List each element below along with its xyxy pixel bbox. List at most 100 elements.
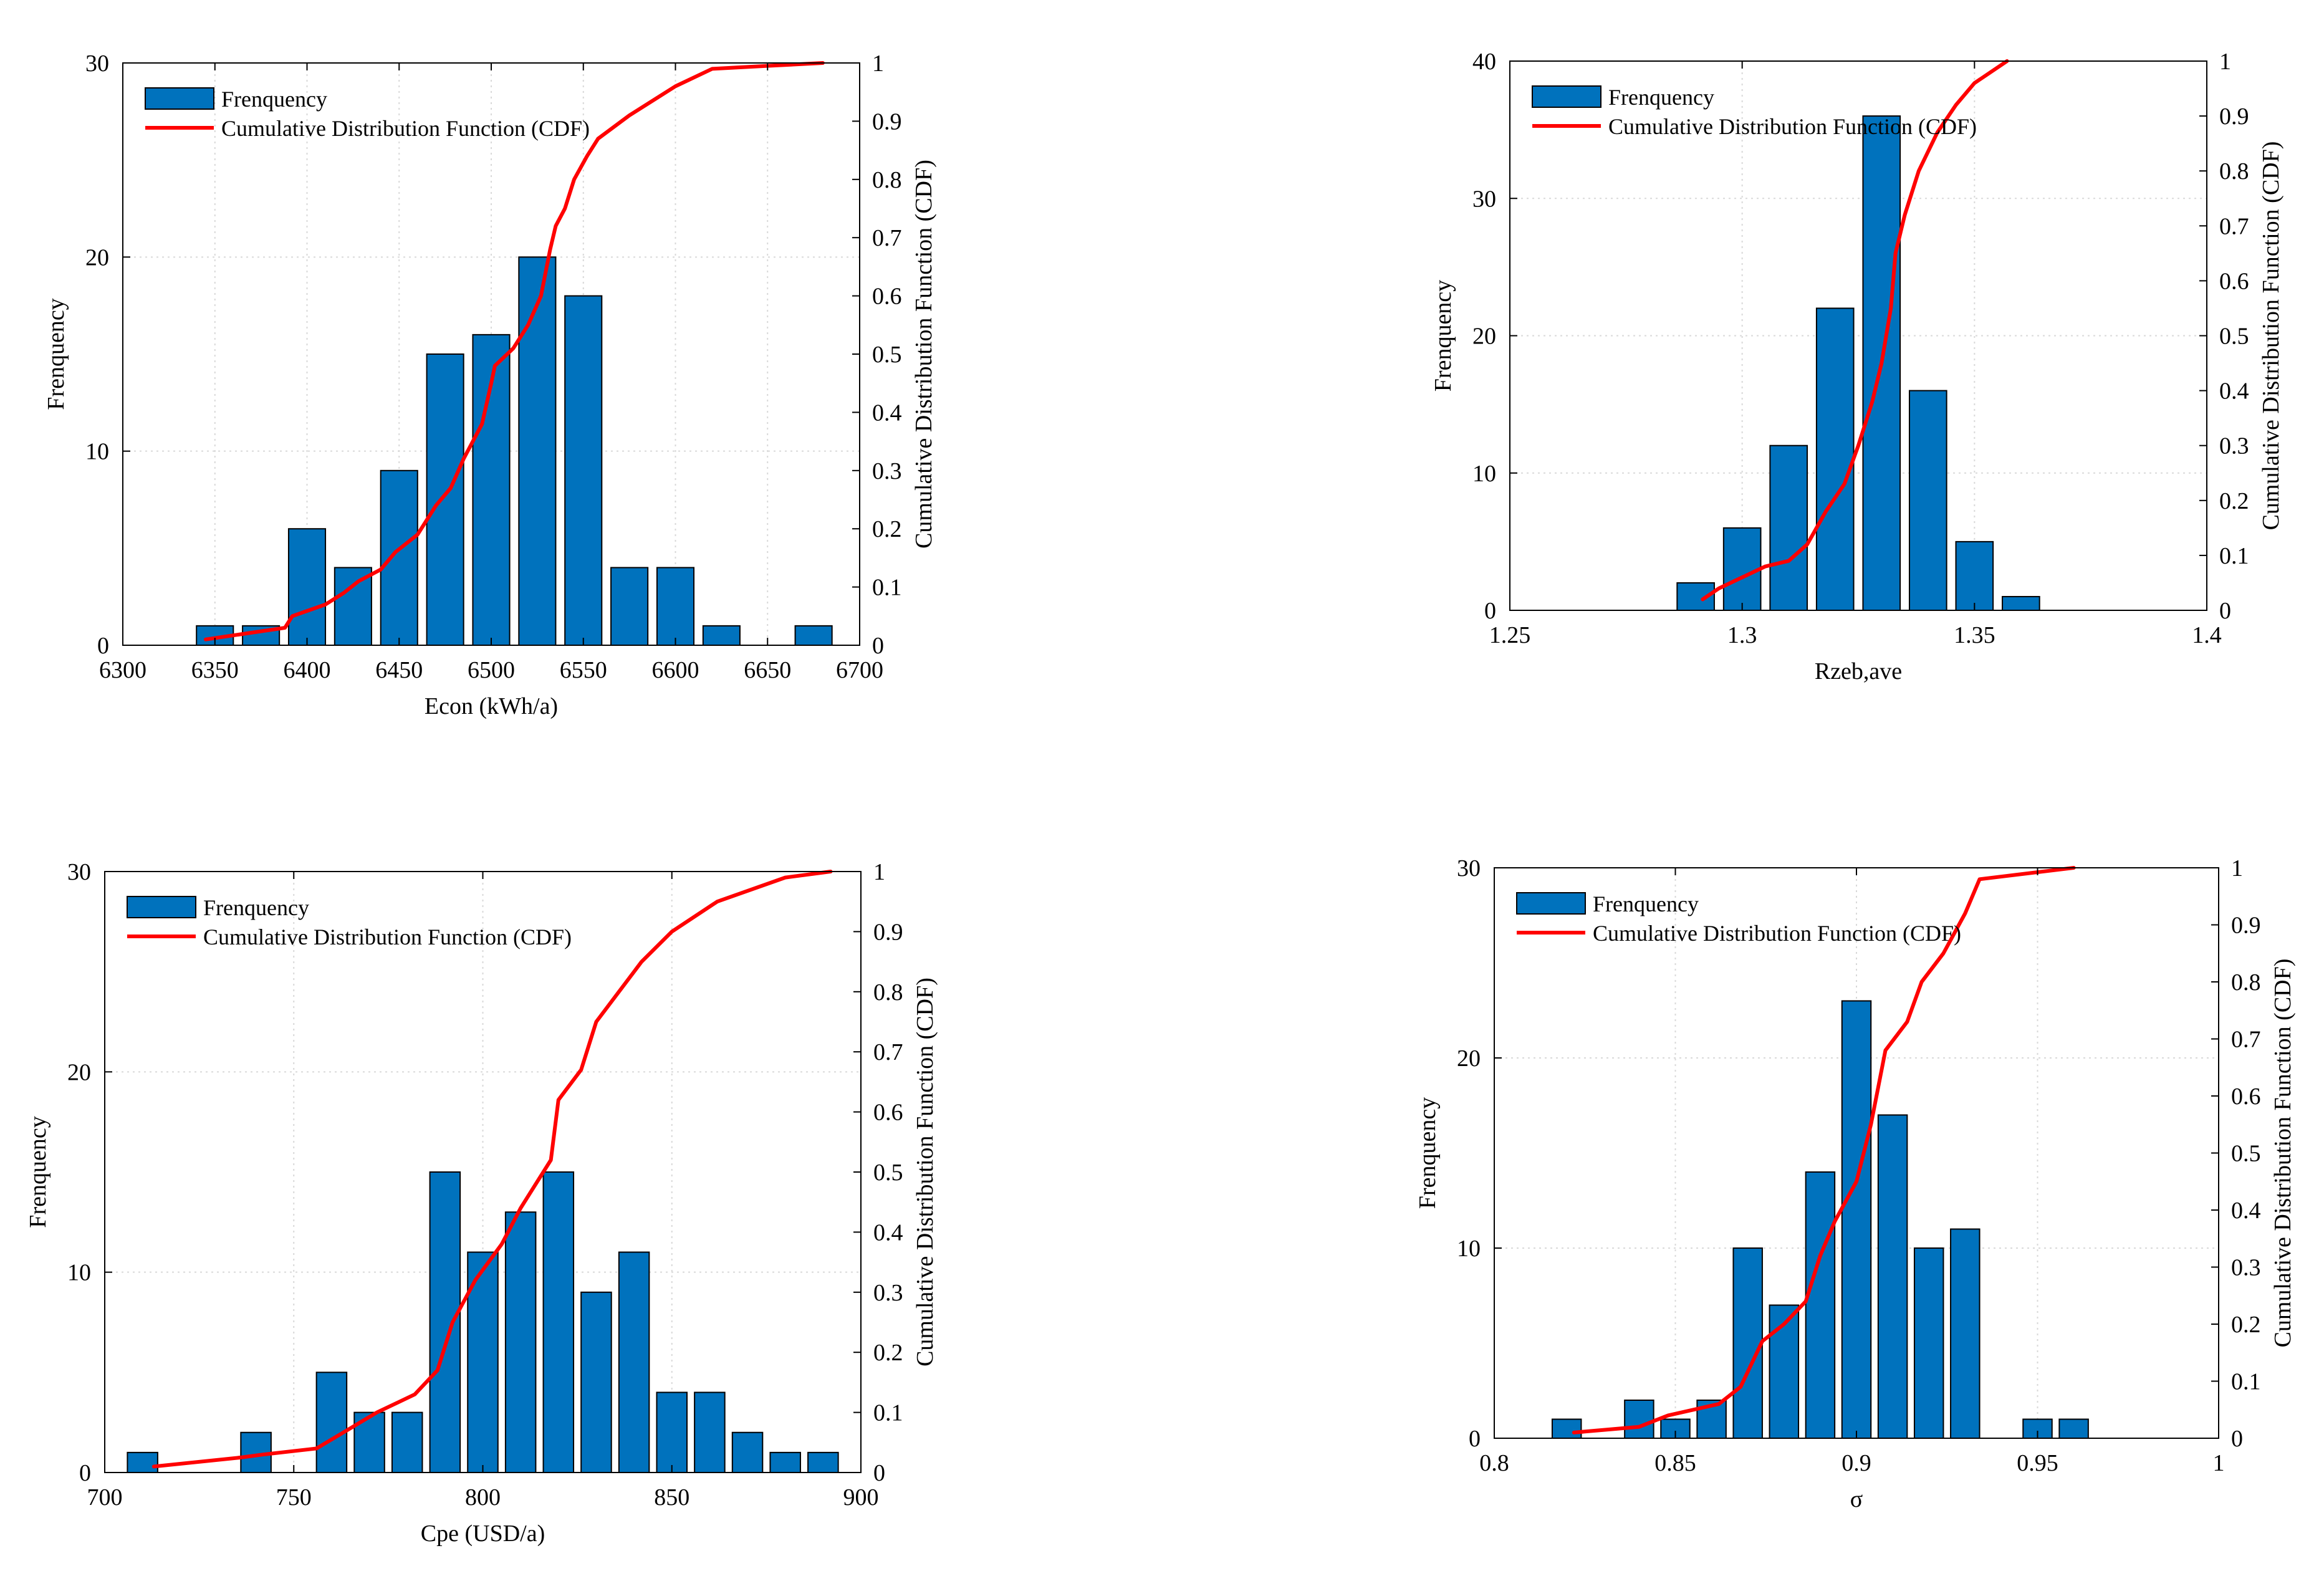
- legend-line-label: Cumulative Distribution Function (CDF): [203, 925, 572, 949]
- histogram-bar: [794, 625, 833, 646]
- y2-tick-label: 0.2: [872, 516, 902, 542]
- histogram-bar: [618, 1251, 650, 1473]
- y2-tick-label: 0.1: [873, 1400, 903, 1426]
- y-tick-label: 0: [97, 633, 109, 659]
- grid: [1510, 61, 2207, 610]
- y2-tick-label: 0.2: [873, 1340, 903, 1366]
- histogram-bar: [504, 1211, 537, 1474]
- chart-panel-3: 700 750 800 850 900010203000.10.20.30.40.50.…: [25, 859, 938, 1547]
- histogram-bar: [2058, 1418, 2089, 1439]
- legend-bar-label: Frenquency: [1593, 891, 1699, 916]
- histogram-bar: [542, 1171, 575, 1473]
- x-tick-label: 0.85: [1654, 1450, 1696, 1476]
- x-axis-label: Econ (kWh/a): [425, 693, 558, 719]
- y2-tick-label: 1: [872, 50, 884, 77]
- histogram-bar: [1913, 1247, 1944, 1439]
- histogram-bar: [1815, 307, 1855, 611]
- legend-bar-label: Frenquency: [203, 895, 309, 920]
- histogram-bars: [196, 256, 833, 646]
- x-tick-label: 0.95: [2017, 1450, 2058, 1476]
- x-tick-label: 750: [276, 1484, 312, 1511]
- legend: Frenquency Cumulative Distribution Functi…: [1516, 891, 1961, 946]
- y2-tick-label: 0: [2219, 598, 2231, 624]
- y-tick-label: 10: [1472, 461, 1496, 487]
- y2-axis-label: Cumulative Distribution Function (CDF): [912, 978, 938, 1367]
- x-tick-label: 800: [465, 1484, 501, 1511]
- y2-tick-label: 0.5: [872, 342, 902, 368]
- chart-panel-2: 1.25 1.3 1.35 1.401020304000.10.20.30.40.50…: [1430, 49, 2284, 685]
- histogram-bar: [315, 1372, 348, 1473]
- y2-tick-label: 0.3: [2231, 1255, 2261, 1281]
- y2-tick-label: 0: [872, 633, 884, 659]
- histogram-bar: [1841, 1000, 1872, 1439]
- x-tick-label: 1.35: [1954, 622, 1995, 648]
- histogram-bar: [807, 1451, 839, 1474]
- histogram-bar: [1877, 1114, 1908, 1439]
- y2-tick-label: 0.9: [2231, 913, 2261, 939]
- cdf-line: [203, 61, 825, 641]
- histogram-bar: [2002, 595, 2040, 611]
- y2-tick-label: 1: [2231, 855, 2243, 882]
- y-tick-label: 20: [1472, 324, 1496, 350]
- y2-tick-label: 0.5: [873, 1160, 903, 1186]
- histogram-bar: [1722, 527, 1762, 611]
- x-axis-label: Rzeb,ave: [1815, 658, 1902, 685]
- y2-tick-label: 0.8: [872, 167, 902, 193]
- y2-tick-label: 0.4: [2219, 378, 2249, 405]
- y-axis-label: Frenquency: [1414, 1097, 1441, 1209]
- y-tick-label: 0: [79, 1460, 91, 1486]
- y-tick-label: 0: [1469, 1426, 1481, 1452]
- histogram-bar: [1551, 1418, 1582, 1439]
- histogram-bars: [1676, 115, 2040, 612]
- x-tick-label: 6550: [560, 657, 607, 683]
- y-tick-label: 30: [1472, 186, 1496, 212]
- y2-tick-label: 0: [873, 1460, 885, 1486]
- y-tick-label: 10: [67, 1260, 91, 1286]
- y2-tick-label: 0.5: [2231, 1141, 2261, 1167]
- histogram-bar: [429, 1171, 461, 1473]
- histogram-bar: [702, 625, 741, 646]
- histogram-bar: [380, 469, 418, 646]
- legend-bar-swatch: [127, 896, 196, 918]
- y2-tick-label: 0.2: [2231, 1312, 2261, 1338]
- y-tick-label: 30: [67, 859, 91, 885]
- y2-tick-label: 0.8: [2219, 158, 2249, 185]
- chart-panel-1: 6300 6350 6400 6450 6500 6550 6600 6650 67000102…: [43, 50, 937, 719]
- y2-tick-label: 0.1: [872, 575, 902, 601]
- x-tick-label: 6350: [191, 657, 239, 683]
- y2-tick-label: 0.3: [872, 458, 902, 484]
- histogram-bar: [580, 1291, 612, 1474]
- y2-tick-label: 0.9: [2219, 103, 2249, 130]
- histogram-bar: [656, 567, 695, 646]
- y2-tick-label: 0.4: [872, 400, 902, 426]
- cdf-line: [151, 870, 833, 1469]
- y2-tick-label: 0.9: [872, 108, 902, 135]
- x-tick-label: 6500: [468, 657, 515, 683]
- x-tick-label: 0.8: [1479, 1450, 1509, 1476]
- x-tick-label: 6700: [836, 657, 883, 683]
- legend: Frenquency Cumulative Distribution Functi…: [127, 895, 572, 949]
- y-axis-label: Frenquency: [1430, 280, 1456, 392]
- x-tick-label: 1.3: [1727, 622, 1757, 648]
- x-axis-label: σ: [1850, 1486, 1863, 1512]
- histogram-bars: [127, 1171, 839, 1474]
- legend-line-label: Cumulative Distribution Function (CDF): [1593, 921, 1961, 946]
- x-tick-label: 1.4: [2192, 622, 2222, 648]
- y-tick-label: 40: [1472, 49, 1496, 75]
- y2-axis-label: Cumulative Distribution Function (CDF): [911, 160, 937, 549]
- histogram-bars: [1551, 1000, 2089, 1439]
- y2-tick-label: 0.7: [872, 225, 902, 251]
- x-tick-label: 0.9: [1841, 1450, 1871, 1476]
- legend-bar-swatch: [1532, 85, 1601, 108]
- x-tick-label: 6300: [99, 657, 146, 683]
- y2-tick-label: 0: [2231, 1426, 2243, 1452]
- y2-tick-label: 1: [2219, 49, 2231, 75]
- y2-axis-label: Cumulative Distribution Function (CDF): [2258, 142, 2284, 531]
- y2-tick-label: 0.4: [873, 1219, 903, 1246]
- histogram-bar: [1955, 541, 1994, 611]
- y-tick-label: 30: [85, 50, 109, 77]
- x-tick-label: 6650: [744, 657, 791, 683]
- histogram-bar: [731, 1431, 764, 1474]
- y2-tick-label: 0.4: [2231, 1198, 2261, 1224]
